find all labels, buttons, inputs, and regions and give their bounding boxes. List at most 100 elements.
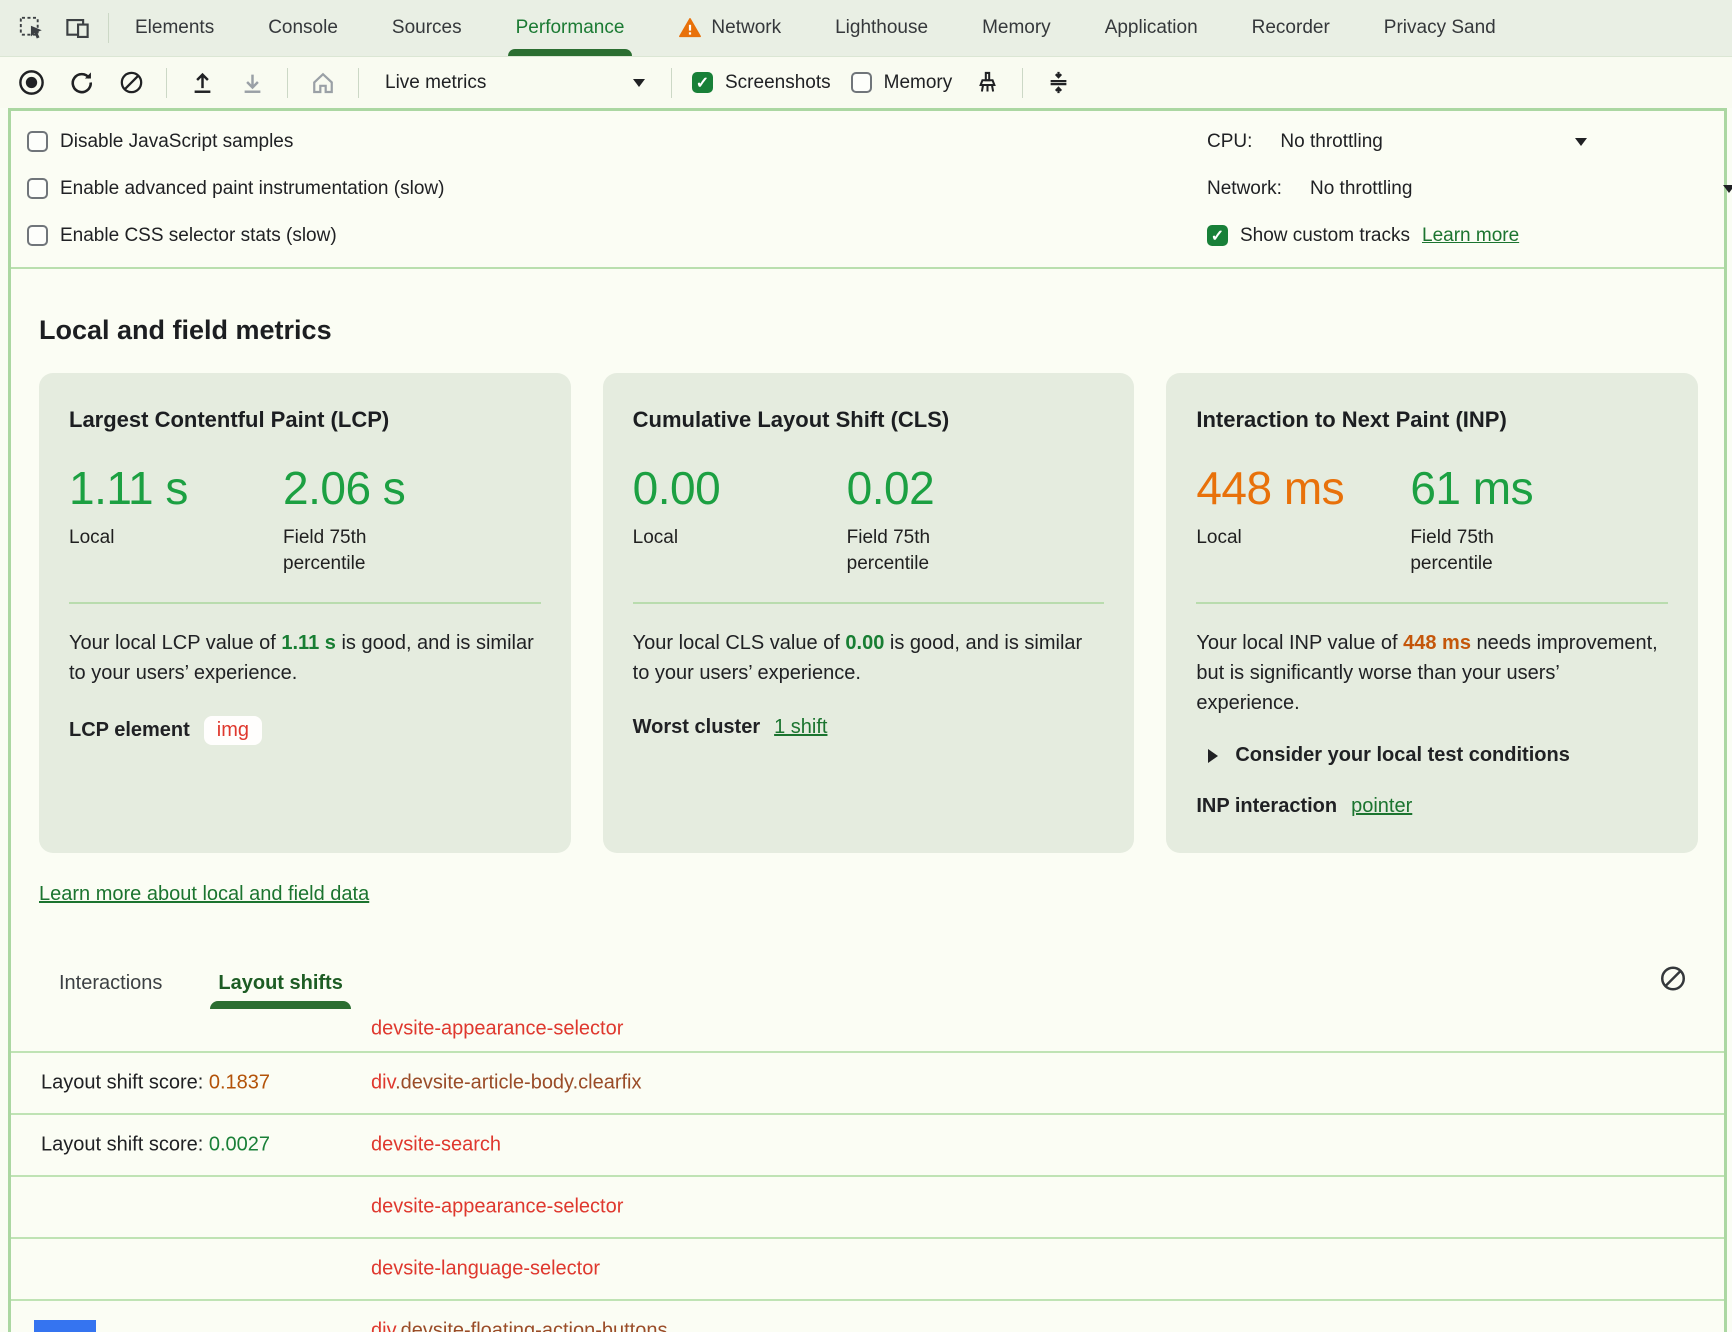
shift-node-link[interactable]: devsite-search [371, 1134, 501, 1157]
lcp-element-label: LCP element [69, 719, 190, 742]
css-selector-stats-toggle[interactable]: Enable CSS selector stats (slow) [27, 212, 444, 259]
clear-log-icon[interactable] [1658, 963, 1688, 993]
throttling-options: CPU: No throttling Network: No throttlin… [1207, 118, 1732, 259]
inp-field-label: Field 75th percentile [1410, 525, 1535, 576]
tab-privacy-sandbox[interactable]: Privacy Sand [1384, 0, 1496, 56]
cls-worst-cluster-row: Worst cluster 1 shift [633, 716, 1105, 739]
inp-interaction-row: INP interaction pointer [1196, 795, 1668, 818]
download-profile-icon[interactable] [237, 68, 267, 98]
memory-label: Memory [884, 72, 953, 94]
custom-tracks-checkbox[interactable] [1207, 225, 1228, 246]
shift-node-link[interactable]: devsite-appearance-selector [371, 1196, 623, 1219]
score-value: 0.1837 [209, 1072, 270, 1094]
shift-node-link[interactable]: devsite-appearance-selector [371, 1018, 623, 1041]
gc-broom-icon[interactable] [972, 68, 1002, 98]
layout-shift-row[interactable]: devsite-appearance-selector [11, 1007, 1724, 1053]
score-value: 0.0027 [209, 1134, 270, 1156]
chevron-down-icon[interactable] [1723, 185, 1732, 193]
reload-and-record-icon[interactable] [66, 68, 96, 98]
tab-memory[interactable]: Memory [982, 0, 1051, 56]
shift-node-link[interactable]: div.devsite-floating-action-buttons [371, 1320, 667, 1332]
lcp-local-value: 1.11 s [69, 461, 283, 515]
tab-elements[interactable]: Elements [135, 0, 214, 56]
layout-shift-row[interactable]: div.devsite-floating-action-buttons [11, 1301, 1724, 1332]
history-select[interactable]: Live metrics [379, 72, 651, 94]
memory-toggle[interactable]: Memory [851, 72, 953, 94]
cls-local-label: Local [633, 525, 758, 551]
shift-node-link[interactable]: div.devsite-article-body.clearfix [371, 1072, 641, 1095]
advanced-paint-checkbox[interactable] [27, 178, 48, 199]
node-tag: div [371, 1320, 395, 1332]
toolbar-divider [671, 68, 672, 98]
inp-local-conditions-label: Consider your local test conditions [1235, 744, 1570, 767]
upload-profile-icon[interactable] [187, 68, 217, 98]
chevron-down-icon[interactable] [1575, 138, 1587, 146]
memory-checkbox[interactable] [851, 72, 872, 93]
tab-console[interactable]: Console [268, 0, 338, 56]
inp-values: 448 ms Local 61 ms Field 75th percentile [1196, 461, 1668, 576]
screenshots-checkbox[interactable] [692, 72, 713, 93]
lcp-desc-value: 1.11 s [281, 632, 336, 654]
details-expand-icon [1208, 749, 1218, 763]
device-toolbar-icon[interactable] [62, 13, 92, 43]
lcp-card: Largest Contentful Paint (LCP) 1.11 s Lo… [39, 373, 571, 853]
tab-recorder[interactable]: Recorder [1252, 0, 1330, 56]
toolbar-divider [358, 68, 359, 98]
advanced-paint-toggle[interactable]: Enable advanced paint instrumentation (s… [27, 165, 444, 212]
local-field-learn-more-link[interactable]: Learn more about local and field data [39, 883, 369, 906]
custom-tracks-learn-more-link[interactable]: Learn more [1422, 225, 1519, 247]
inp-local-conditions-details[interactable]: Consider your local test conditions [1196, 744, 1668, 767]
cls-worst-cluster-label: Worst cluster [633, 716, 760, 739]
layout-shift-log: devsite-appearance-selector Layout shift… [11, 1007, 1724, 1332]
layout-shift-row[interactable]: devsite-appearance-selector [11, 1177, 1724, 1239]
screenshots-label: Screenshots [725, 72, 831, 94]
clear-icon[interactable] [116, 68, 146, 98]
metric-cards: Largest Contentful Paint (LCP) 1.11 s Lo… [39, 373, 1698, 853]
card-divider [1196, 602, 1668, 604]
layout-shift-row[interactable]: devsite-language-selector [11, 1239, 1724, 1301]
inp-desc-value: 448 ms [1403, 632, 1471, 654]
layout-shift-row[interactable]: Layout shift score: 0.1837 div.devsite-a… [11, 1053, 1724, 1115]
tab-performance[interactable]: Performance [516, 0, 625, 56]
performance-toolbar: Live metrics Screenshots Memory [0, 57, 1732, 108]
lcp-element-node-link[interactable]: img [204, 716, 262, 745]
css-selector-stats-checkbox[interactable] [27, 225, 48, 246]
cpu-label: CPU: [1207, 131, 1252, 153]
disable-js-samples-toggle[interactable]: Disable JavaScript samples [27, 118, 444, 165]
tab-application[interactable]: Application [1105, 0, 1198, 56]
cpu-throttling-row: CPU: No throttling [1207, 118, 1587, 165]
toolbar-divider [166, 68, 167, 98]
home-icon[interactable] [308, 68, 338, 98]
tab-interactions[interactable]: Interactions [51, 959, 170, 1007]
network-throttling-row: Network: No throttling [1207, 165, 1732, 212]
disable-js-samples-checkbox[interactable] [27, 131, 48, 152]
tab-lighthouse[interactable]: Lighthouse [835, 0, 928, 56]
capture-options: Disable JavaScript samples Enable advanc… [11, 111, 1724, 269]
css-selector-stats-label: Enable CSS selector stats (slow) [60, 225, 337, 247]
network-throttling-select[interactable]: No throttling [1310, 178, 1412, 200]
collapse-panel-icon[interactable] [1043, 68, 1073, 98]
cls-worst-cluster-link[interactable]: 1 shift [774, 716, 827, 739]
shift-node-link[interactable]: devsite-language-selector [371, 1258, 600, 1281]
tab-layout-shifts[interactable]: Layout shifts [210, 959, 350, 1007]
inp-field-value: 61 ms [1410, 461, 1580, 515]
layout-shift-row[interactable]: Layout shift score: 0.0027 devsite-searc… [11, 1115, 1724, 1177]
tab-network[interactable]: Network [678, 0, 781, 56]
tabbar-divider [108, 13, 109, 43]
inspect-element-icon[interactable] [16, 13, 46, 43]
lcp-card-title: Largest Contentful Paint (LCP) [69, 407, 541, 433]
lcp-field-label: Field 75th percentile [283, 525, 408, 576]
lcp-local-label: Local [69, 525, 194, 551]
inp-interaction-link[interactable]: pointer [1351, 795, 1412, 818]
chevron-down-icon [633, 79, 645, 87]
cls-field-value: 0.02 [847, 461, 1017, 515]
node-tag: devsite-language-selector [371, 1258, 600, 1280]
inp-local-value: 448 ms [1196, 461, 1410, 515]
node-classes: .devsite-article-body.clearfix [395, 1072, 641, 1094]
screenshots-toggle[interactable]: Screenshots [692, 72, 831, 94]
tab-sources[interactable]: Sources [392, 0, 462, 56]
cpu-throttling-select[interactable]: No throttling [1280, 131, 1382, 153]
history-select-value: Live metrics [385, 72, 486, 94]
custom-tracks-row: Show custom tracks Learn more [1207, 212, 1732, 259]
record-icon[interactable] [16, 68, 46, 98]
